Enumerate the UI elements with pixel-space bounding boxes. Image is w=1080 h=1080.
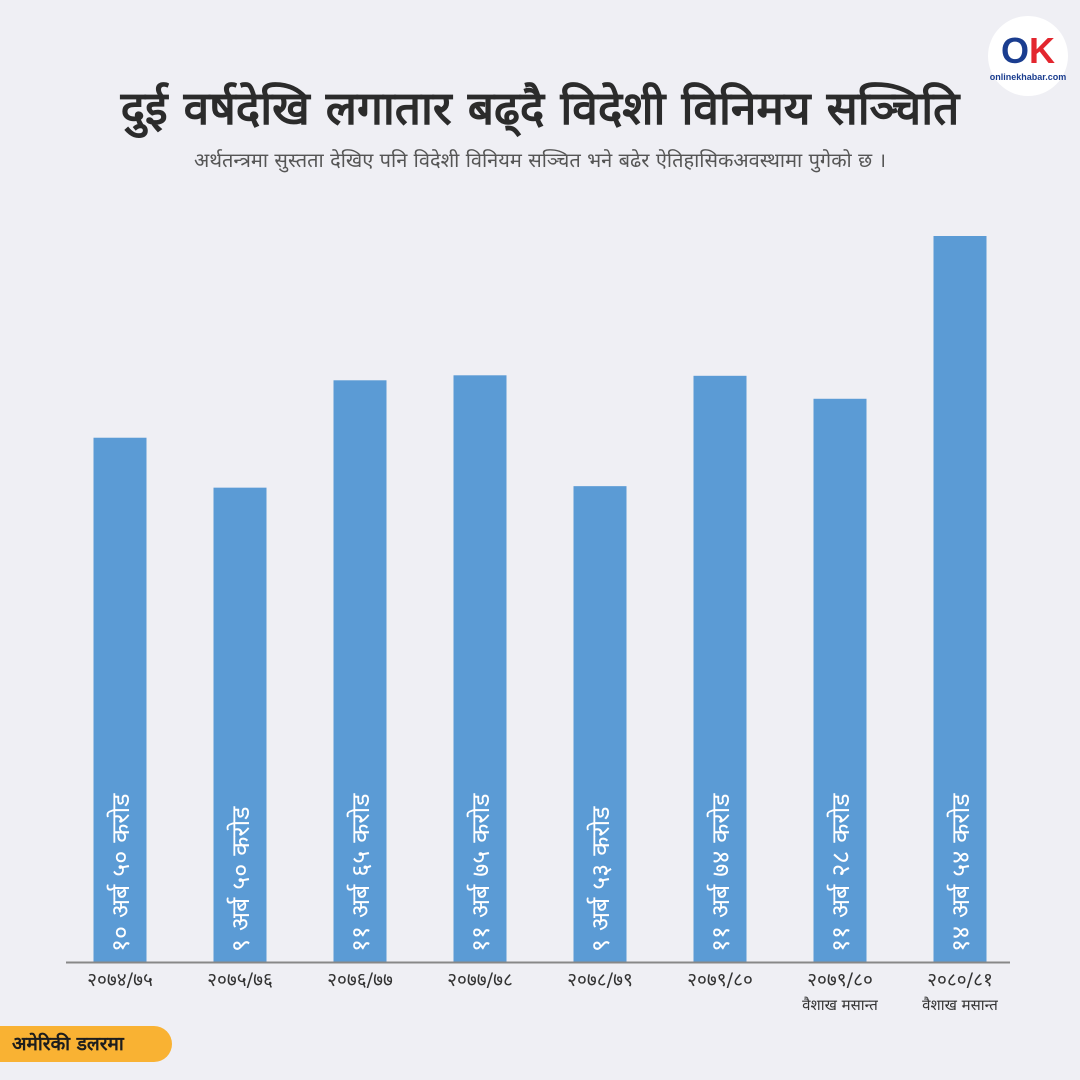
- bar-value-label-5: ९ अर्ब ५३ करोड: [586, 806, 615, 952]
- x-tick-label-3: २०७६/७७: [327, 969, 393, 991]
- bar-value-label-6: ११ अर्ब ७४ करोड: [706, 793, 735, 952]
- x-tick-label-6: २०७९/८०: [687, 969, 753, 991]
- bar-value-label-7: ११ अर्ब २८ करोड: [826, 793, 855, 952]
- bar-value-label-1: १० अर्ब ५० करोड: [106, 793, 135, 952]
- x-tick-label-1: २०७४/७५: [87, 969, 153, 991]
- unit-badge: अमेरिकी डलरमा: [0, 1026, 172, 1062]
- x-tick-label-2: २०७५/७६: [207, 969, 273, 991]
- x-tick-label-5: २०७८/७९: [567, 969, 633, 991]
- x-tick-label-4: २०७७/७८: [447, 969, 513, 991]
- bar-value-label-4: ११ अर्ब ७५ करोड: [466, 793, 495, 952]
- x-tick-label-8-sub: वैशाख मसान्त: [922, 996, 998, 1014]
- x-tick-label-8: २०८०/८१: [927, 969, 993, 991]
- bar-value-label-8: १४ अर्ब ५४ करोड: [946, 793, 975, 952]
- bar-chart: १० अर्ब ५० करोड २०७४/७५ ९ अर्ब ५० करोड २०७५…: [0, 0, 1080, 1020]
- x-tick-label-7: २०७९/८०: [807, 969, 873, 991]
- bar-value-label-2: ९ अर्ब ५० करोड: [226, 806, 255, 952]
- x-tick-label-7-sub: वैशाख मसान्त: [802, 996, 878, 1014]
- bar-value-label-3: ११ अर्ब ६५ करोड: [346, 793, 375, 952]
